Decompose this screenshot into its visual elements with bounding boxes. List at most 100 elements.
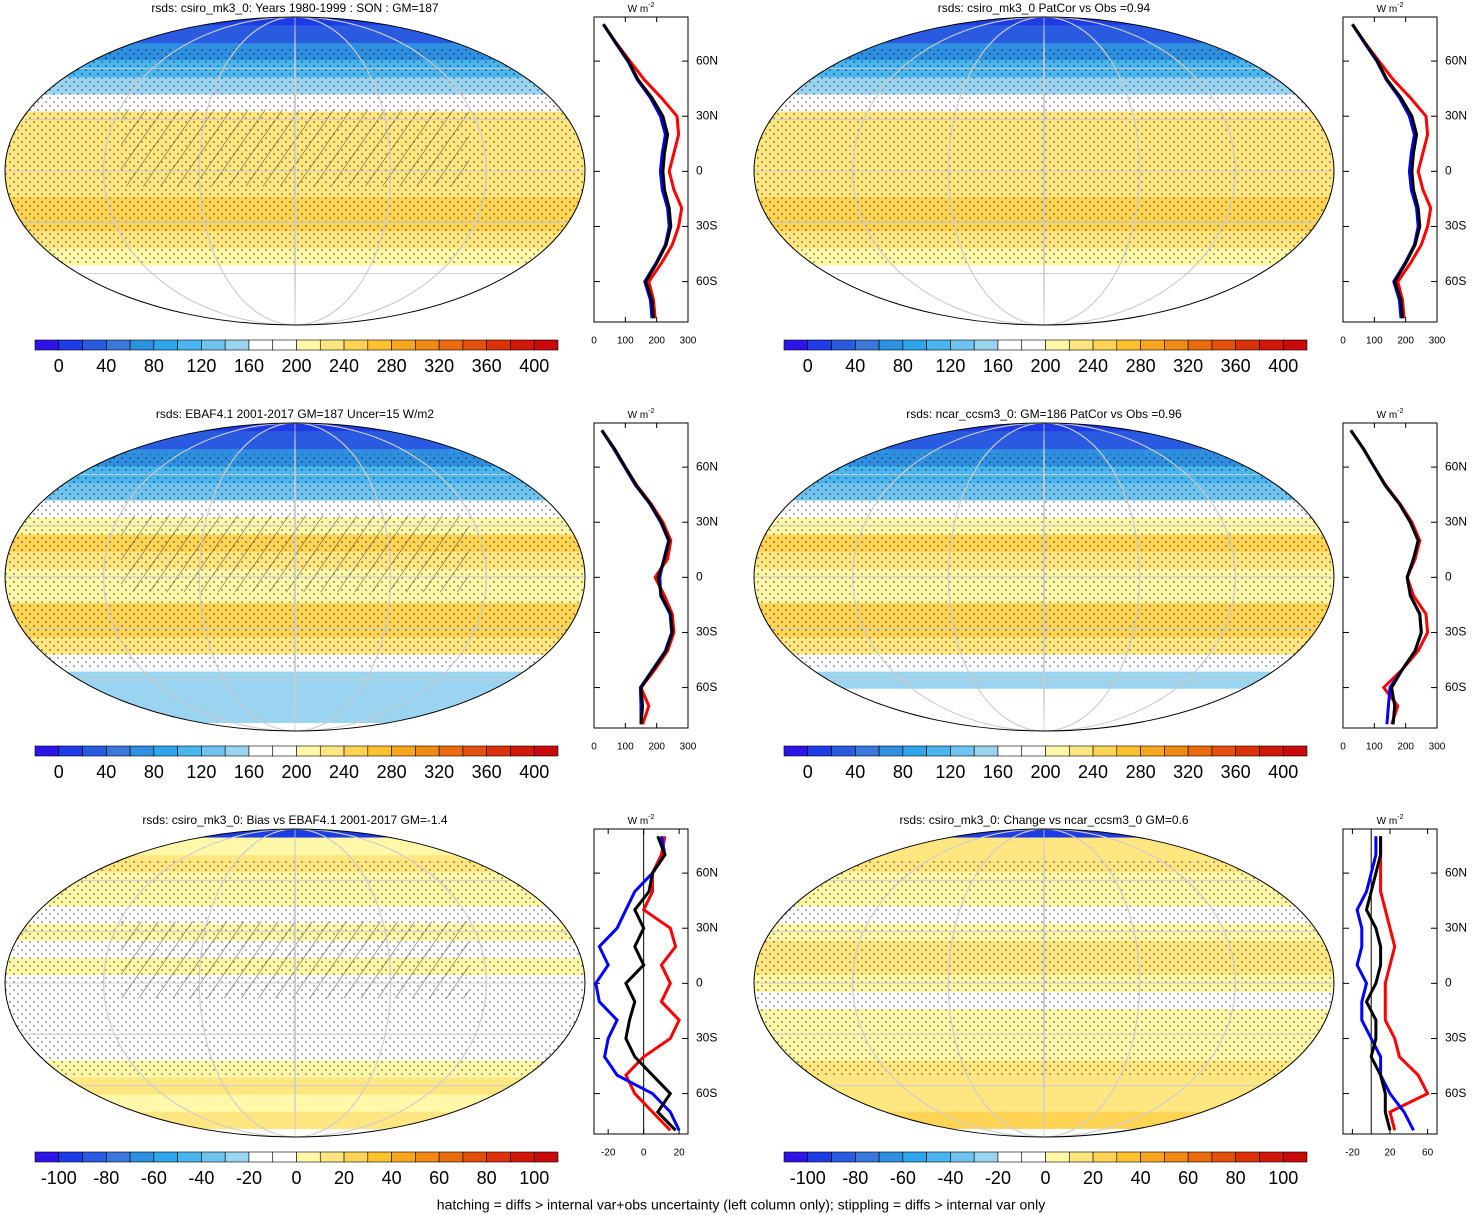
colorbar-box	[153, 339, 178, 351]
y-tick-label: 30N	[696, 108, 718, 122]
colorbar-box	[129, 339, 155, 351]
colorbar-box	[1259, 745, 1284, 757]
colorbar-box	[58, 339, 83, 351]
x-tick-label: 0	[591, 336, 597, 347]
profile-line	[1364, 836, 1392, 1131]
graticule	[294, 829, 296, 1137]
panel: rsds: csiro_mk3_0: Bias vs EBAF4.1 2001-…	[4, 813, 718, 1188]
y-tick-label: 60S	[1445, 274, 1466, 288]
colorbar-box	[58, 1151, 83, 1163]
colorbar-box	[391, 745, 416, 757]
profile-line	[600, 429, 674, 725]
panel-title: rsds: ncar_ccsm3_0: GM=186 PatCor vs Obs…	[906, 407, 1182, 421]
colorbar-box	[462, 339, 487, 351]
x-tick-label: 0	[1340, 336, 1346, 347]
colorbar-box	[224, 1151, 250, 1163]
colorbar-label: 360	[472, 356, 502, 376]
colorbar-box	[462, 745, 487, 757]
colorbar-box	[855, 745, 880, 757]
x-axis-label: W m-2	[628, 814, 655, 827]
colorbar-box	[807, 1151, 832, 1163]
colorbar-box	[296, 339, 321, 351]
x-axis-label: W m-2	[1377, 2, 1404, 15]
x-axis-label-exponent: -2	[648, 408, 654, 415]
y-tick-label: 30N	[696, 514, 718, 528]
map	[754, 829, 1334, 1137]
colorbar-box	[129, 1151, 155, 1163]
colorbar-label: 200	[281, 356, 311, 376]
panel-title: rsds: csiro_mk3_0: Change vs ncar_ccsm3_…	[899, 813, 1188, 827]
colorbar-box	[1235, 745, 1260, 757]
profile-frame	[593, 828, 689, 1135]
colorbar-box	[106, 745, 131, 757]
graticule	[1043, 829, 1045, 1137]
colorbar-box	[1259, 339, 1284, 351]
x-axis-label-unit: W m	[628, 816, 649, 827]
colorbar-label: 280	[377, 356, 407, 376]
colorbar-box	[296, 745, 321, 757]
colorbar-box	[510, 745, 535, 757]
panel-title: rsds: csiro_mk3_0 PatCor vs Obs =0.94	[938, 1, 1151, 15]
colorbar-box	[438, 1151, 464, 1163]
colorbar-box	[1211, 745, 1236, 757]
x-axis-label-exponent: -2	[1397, 814, 1403, 821]
colorbar-box	[1164, 745, 1189, 757]
colorbar-box	[248, 745, 274, 757]
x-tick-label: 200	[1397, 336, 1414, 347]
colorbar-box	[878, 339, 904, 351]
colorbar-label: 240	[1078, 356, 1108, 376]
colorbar-label: 240	[1078, 762, 1108, 782]
colorbar-box	[510, 339, 535, 351]
map-border	[753, 422, 1335, 732]
colorbar-label: 80	[893, 762, 913, 782]
colorbar-label: 120	[186, 762, 216, 782]
colorbar-label: 360	[1221, 762, 1251, 782]
colorbar-label: -80	[93, 1168, 119, 1188]
colorbar-label: 120	[186, 356, 216, 376]
colorbar-box	[272, 1151, 297, 1163]
colorbar-box	[950, 1151, 975, 1163]
map	[754, 423, 1334, 731]
y-tick-label: 30N	[696, 920, 718, 934]
colorbar-box	[533, 745, 559, 757]
colorbar-box	[510, 1151, 535, 1163]
colorbar-box	[973, 1151, 999, 1163]
colorbar-box	[926, 745, 951, 757]
colorbar-box	[1187, 1151, 1213, 1163]
x-tick-label: 300	[1429, 742, 1446, 753]
y-tick-label: 30S	[696, 625, 717, 639]
colorbar-label: 400	[1268, 762, 1298, 782]
colorbar-box	[1092, 339, 1118, 351]
colorbar-label: 280	[377, 762, 407, 782]
colorbar-label: 80	[144, 762, 164, 782]
colorbar-box	[1259, 1151, 1284, 1163]
colorbar-box	[533, 1151, 559, 1163]
y-tick-label: 60N	[696, 459, 718, 473]
colorbar-box	[1045, 745, 1070, 757]
colorbar-box	[1282, 745, 1308, 757]
colorbar-label: 320	[424, 356, 454, 376]
x-tick-label: 100	[1366, 336, 1383, 347]
colorbar-box	[343, 339, 369, 351]
y-tick-label: 30N	[1445, 514, 1467, 528]
x-axis-label: W m-2	[1377, 814, 1404, 827]
colorbar-box	[1235, 339, 1260, 351]
colorbar-box	[997, 1151, 1023, 1163]
colorbar-box	[34, 745, 60, 757]
colorbar-label: 40	[382, 1168, 402, 1188]
colorbar-box	[201, 339, 226, 351]
colorbar-label: -40	[937, 1168, 963, 1188]
x-tick-label: 300	[1429, 336, 1446, 347]
colorbar-label: 0	[291, 1168, 301, 1188]
colorbar-box	[343, 745, 369, 757]
profile-line	[602, 23, 684, 319]
profile-line	[594, 836, 681, 1131]
colorbar-box	[201, 1151, 226, 1163]
x-axis-label: W m-2	[628, 408, 655, 421]
y-tick-label: 60S	[1445, 680, 1466, 694]
graticule	[852, 423, 1236, 731]
profile-frame	[1342, 828, 1438, 1135]
x-tick-label: -20	[601, 1148, 616, 1159]
colorbar-label: 0	[803, 762, 813, 782]
colorbar-label: 280	[1126, 762, 1156, 782]
